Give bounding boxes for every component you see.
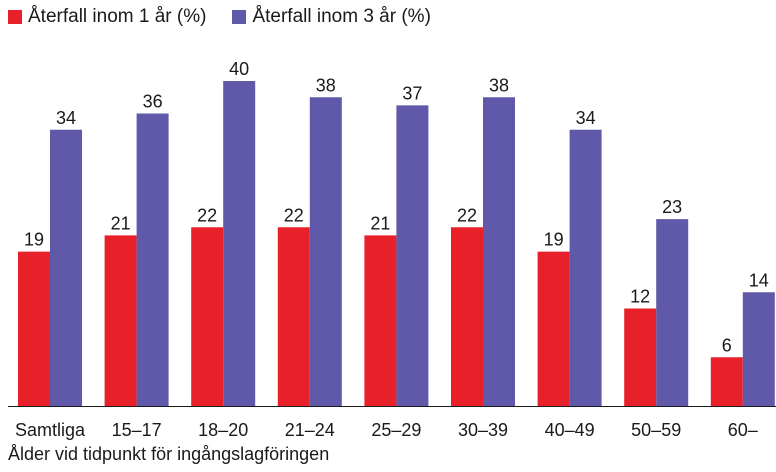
- data-label-1yr-0: 19: [24, 230, 44, 250]
- bar-1yr-5: [451, 227, 483, 406]
- data-label-1yr-2: 22: [197, 205, 217, 225]
- legend-swatch-3yr: [232, 10, 247, 24]
- bar-3yr-1: [136, 113, 169, 406]
- x-tick-label-3: 21–24: [285, 420, 335, 440]
- data-label-3yr-1: 36: [143, 92, 163, 112]
- x-tick-label-8: 60–: [728, 420, 758, 440]
- x-tick-label-4: 25–29: [371, 420, 421, 440]
- legend-item-3yr: Återfall inom 3 år (%): [232, 6, 431, 28]
- bar-1yr-6: [537, 251, 570, 406]
- data-label-3yr-7: 23: [662, 197, 682, 217]
- x-tick-label-6: 40–49: [545, 420, 595, 440]
- bar-3yr-3: [309, 97, 342, 406]
- data-label-3yr-3: 38: [316, 75, 336, 95]
- bar-1yr-4: [364, 235, 397, 406]
- x-tick-label-5: 30–39: [458, 420, 508, 440]
- bar-1yr-3: [277, 227, 310, 406]
- bar-3yr-8: [742, 292, 775, 406]
- x-axis-title: Ålder vid tidpunkt för ingångslagföringe…: [8, 444, 330, 464]
- bar-1yr-7: [624, 308, 657, 406]
- data-label-1yr-4: 21: [370, 213, 390, 233]
- bar-1yr-8: [710, 357, 743, 406]
- legend-label-3yr: Återfall inom 3 år (%): [252, 6, 431, 27]
- x-tick-label-7: 50–59: [631, 420, 681, 440]
- data-label-1yr-8: 6: [722, 335, 732, 355]
- bar-1yr-1: [104, 235, 137, 406]
- legend-label-1yr: Återfall inom 1 år (%): [28, 6, 207, 27]
- data-label-3yr-6: 34: [576, 108, 596, 128]
- data-label-1yr-3: 22: [284, 205, 304, 225]
- bar-3yr-2: [223, 81, 256, 406]
- legend: Återfall inom 1 år (%) Återfall inom 3 å…: [8, 6, 431, 28]
- legend-swatch-1yr: [8, 10, 22, 24]
- bar-3yr-7: [656, 219, 689, 406]
- bar-1yr-2: [191, 227, 224, 406]
- x-tick-label-0: Samtliga: [15, 420, 86, 440]
- data-label-3yr-4: 37: [402, 83, 422, 103]
- bar-3yr-5: [483, 97, 515, 406]
- data-label-3yr-2: 40: [229, 59, 249, 79]
- bar-1yr-0: [18, 251, 50, 406]
- bar-3yr-4: [396, 105, 429, 406]
- data-label-1yr-6: 19: [544, 230, 564, 250]
- data-label-3yr-0: 34: [56, 108, 76, 128]
- data-label-1yr-7: 12: [630, 287, 650, 307]
- x-tick-label-1: 15–17: [112, 420, 162, 440]
- x-tick-label-2: 18–20: [198, 420, 248, 440]
- data-label-1yr-5: 22: [457, 205, 477, 225]
- legend-item-1yr: Återfall inom 1 år (%): [8, 6, 206, 28]
- data-label-1yr-1: 21: [111, 213, 131, 233]
- data-label-3yr-5: 38: [489, 75, 509, 95]
- bar-3yr-0: [50, 129, 82, 406]
- bar-3yr-6: [569, 129, 602, 406]
- data-label-3yr-8: 14: [749, 270, 769, 290]
